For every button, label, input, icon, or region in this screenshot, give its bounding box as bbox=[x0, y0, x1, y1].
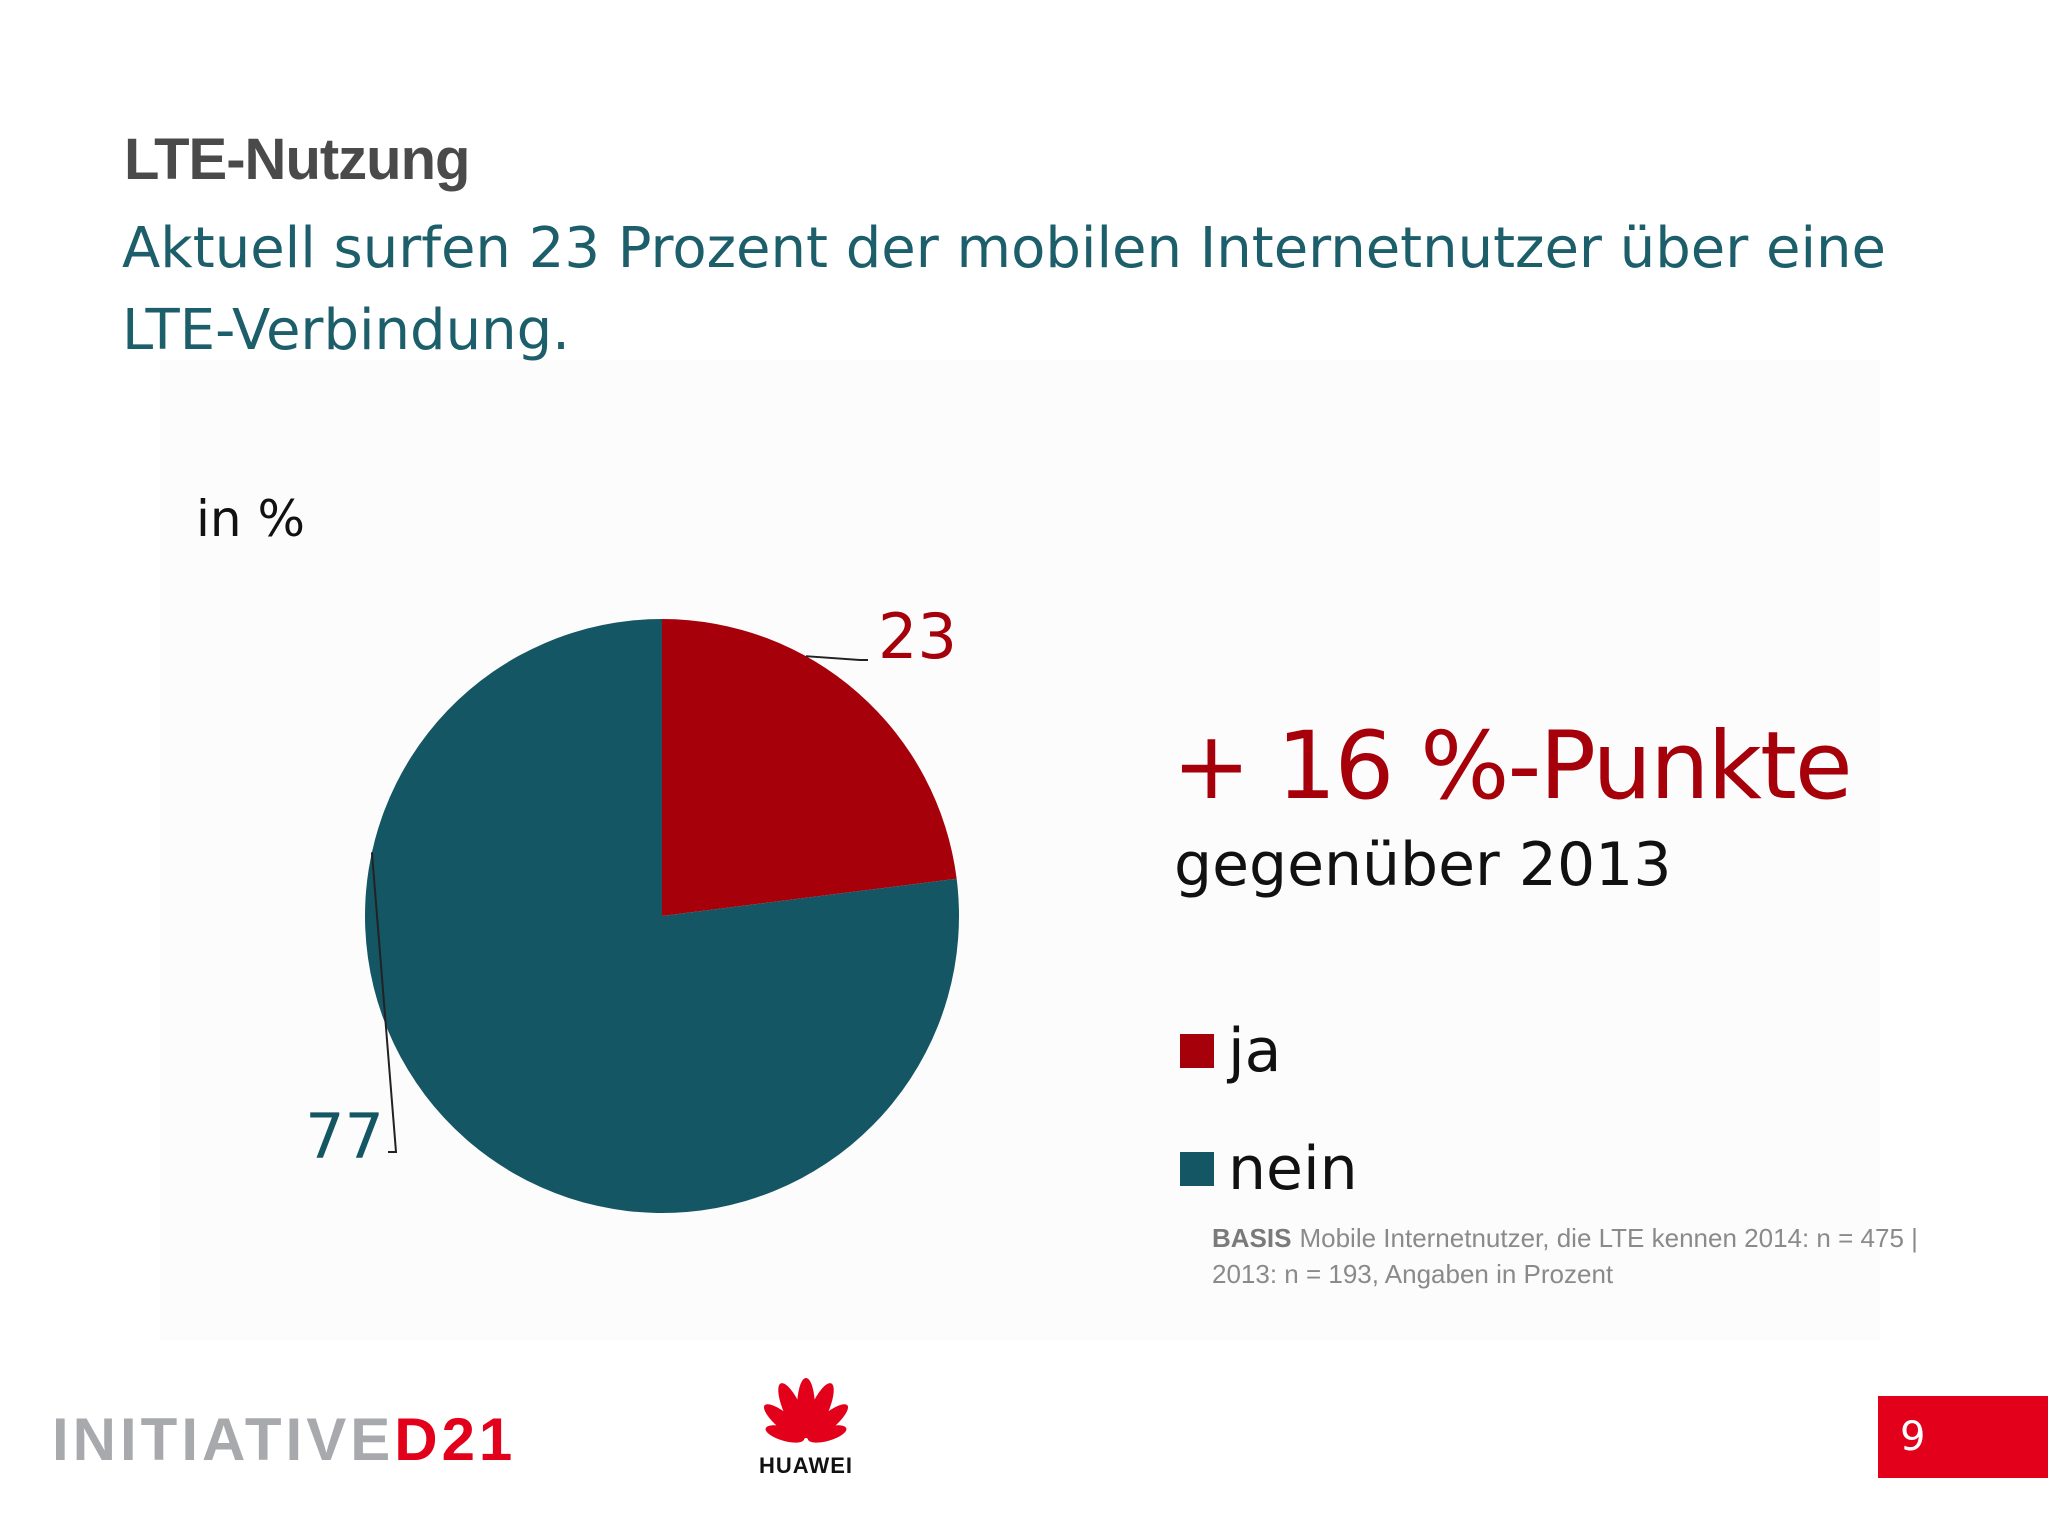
leader-line-ja bbox=[805, 655, 868, 661]
huawei-wordmark: HUAWEI bbox=[759, 1453, 853, 1478]
label-leader-lines bbox=[370, 655, 868, 1153]
leader-line-nein bbox=[370, 852, 398, 1153]
chart-legend: ja nein bbox=[1180, 992, 1358, 1228]
legend-swatch-ja bbox=[1180, 1034, 1214, 1068]
legend-swatch-nein bbox=[1180, 1152, 1214, 1186]
data-labels: 23 77 bbox=[305, 600, 957, 1173]
page-number: 9 bbox=[1878, 1396, 2048, 1478]
delta-subtext: gegenüber 2013 bbox=[1174, 830, 1672, 900]
slide-headline: Aktuell surfen 23 Prozent der mobilen In… bbox=[122, 216, 1886, 363]
pie-slice-nein bbox=[365, 619, 960, 1213]
legend-label-ja: ja bbox=[1228, 1016, 1282, 1086]
basis-text: Mobile Internetnutzer, die LTE kennen 20… bbox=[1212, 1223, 1918, 1289]
huawei-logo: HUAWEI bbox=[744, 1378, 868, 1479]
initiative-d21-logo: INITIATIVED21 bbox=[52, 1410, 516, 1470]
unit-label: in % bbox=[196, 490, 305, 548]
legend-item-nein: nein bbox=[1180, 1110, 1358, 1228]
delta-headline: + 16 %-Punkte bbox=[1172, 712, 1853, 821]
logo-initiative-text: INITIATIVE bbox=[52, 1406, 395, 1473]
basis-key: BASIS bbox=[1212, 1223, 1292, 1253]
data-label-ja: 23 bbox=[878, 600, 957, 673]
logo-d21-text: D21 bbox=[394, 1406, 517, 1473]
data-label-nein: 77 bbox=[305, 1100, 384, 1173]
pie-slice-ja bbox=[662, 619, 957, 916]
legend-label-nein: nein bbox=[1228, 1134, 1358, 1204]
huawei-flower-icon bbox=[763, 1378, 849, 1443]
basis-note: BASIS Mobile Internetnutzer, die LTE kenn… bbox=[1212, 1220, 1932, 1292]
slide-kicker: LTE-Nutzung bbox=[124, 127, 470, 192]
pie-slices bbox=[365, 619, 960, 1213]
legend-item-ja: ja bbox=[1180, 992, 1358, 1110]
